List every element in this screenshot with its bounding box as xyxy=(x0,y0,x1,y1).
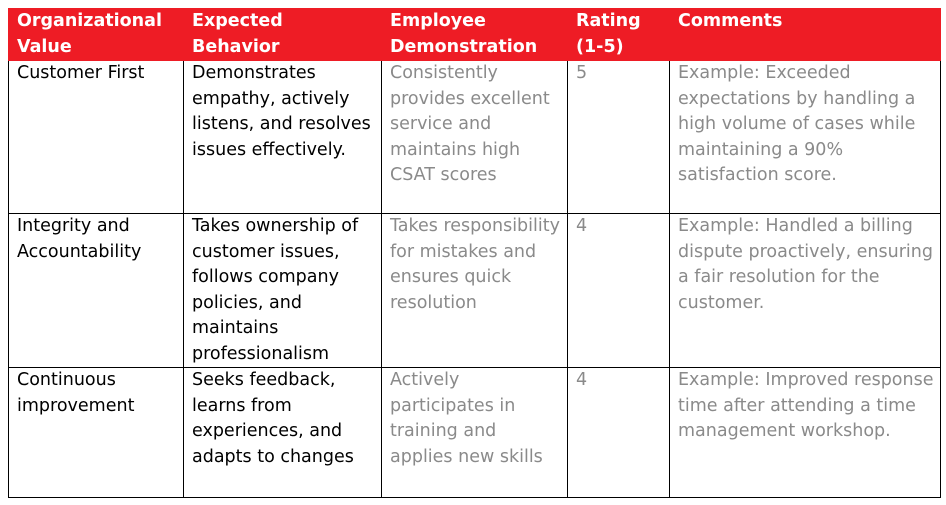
cell-rating: 4 xyxy=(567,213,670,368)
table-row: Customer First Demonstrates empathy, act… xyxy=(8,60,941,214)
header-employee-demonstration: Employee Demonstration xyxy=(381,8,568,61)
cell-rating: 4 xyxy=(567,367,670,498)
values-assessment-table: Organizational Value Expected Behavior E… xyxy=(8,8,941,498)
header-comments: Comments xyxy=(669,8,941,61)
cell-demonstration: Consistently provides excellent service … xyxy=(381,60,568,214)
cell-demonstration: Takes responsibility for mistakes and en… xyxy=(381,213,568,368)
cell-demonstration: Actively participates in training and ap… xyxy=(381,367,568,498)
cell-comments: Example: Handled a billing dispute proac… xyxy=(669,213,941,368)
cell-comments: Example: Exceeded expectations by handli… xyxy=(669,60,941,214)
table-header-row: Organizational Value Expected Behavior E… xyxy=(8,8,941,61)
table-row: Continuous improvement Seeks feedback, l… xyxy=(8,367,941,498)
cell-behavior: Takes ownership of customer issues, foll… xyxy=(183,213,382,368)
header-organizational-value: Organizational Value xyxy=(8,8,184,61)
cell-behavior: Demonstrates empathy, actively listens, … xyxy=(183,60,382,214)
cell-value: Customer First xyxy=(8,60,184,214)
table-row: Integrity and Accountability Takes owner… xyxy=(8,213,941,368)
header-rating: Rating (1-5) xyxy=(567,8,670,61)
cell-rating: 5 xyxy=(567,60,670,214)
header-expected-behavior: Expected Behavior xyxy=(183,8,382,61)
cell-comments: Example: Improved response time after at… xyxy=(669,367,941,498)
cell-value: Integrity and Accountability xyxy=(8,213,184,368)
cell-value: Continuous improvement xyxy=(8,367,184,498)
cell-behavior: Seeks feedback, learns from experiences,… xyxy=(183,367,382,498)
